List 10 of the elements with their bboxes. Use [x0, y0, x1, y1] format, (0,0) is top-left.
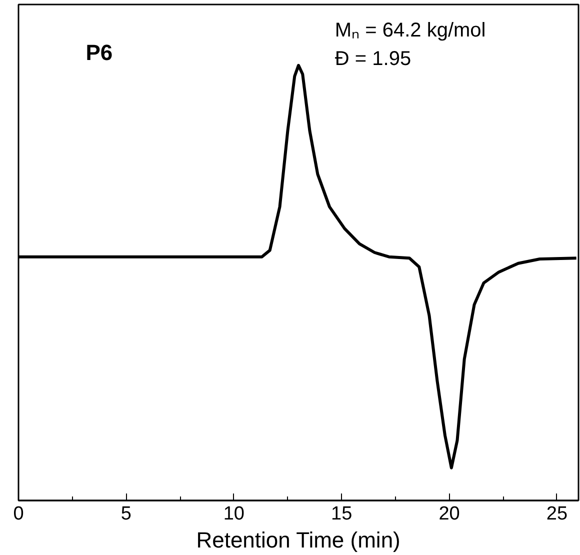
x-tick-label: 25 — [546, 504, 568, 524]
text: P6 — [86, 40, 113, 65]
x-tick-label: 0 — [13, 504, 24, 524]
x-tick-label: 20 — [438, 504, 460, 524]
annotation: Đ = 1.95 — [334, 48, 412, 70]
text: Mₙ = 64.2 kg/mol — [334, 20, 486, 42]
x-tick-label: 10 — [223, 504, 244, 524]
x-axis-title: Retention Time (min) — [196, 528, 400, 552]
x-tick-label: 5 — [120, 504, 132, 524]
x-tick-label: 15 — [331, 504, 352, 524]
